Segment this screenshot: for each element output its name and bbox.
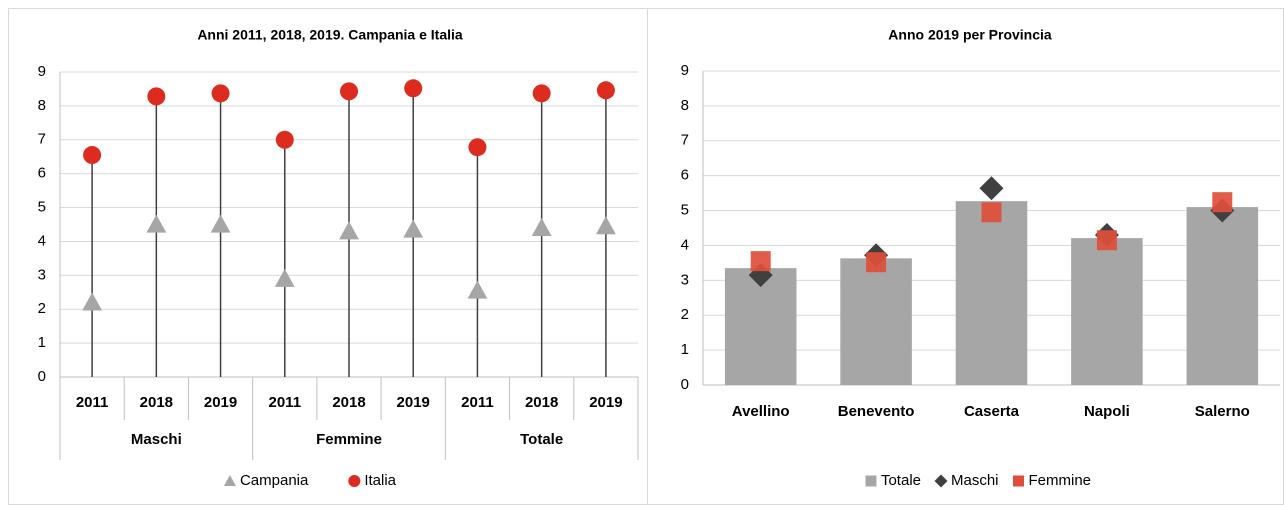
y-tick-label: 4 <box>38 232 46 249</box>
marker <box>147 87 166 106</box>
marker <box>146 214 167 233</box>
y-tick-label: 3 <box>681 271 689 288</box>
y-tick-label: 8 <box>681 97 689 114</box>
bar <box>840 258 912 385</box>
y-tick-label: 4 <box>681 236 689 253</box>
marker <box>274 268 295 287</box>
marker <box>82 292 103 311</box>
x-tick-label: 2018 <box>525 394 558 411</box>
y-tick-label: 3 <box>38 266 46 283</box>
chart-title: Anni 2011, 2018, 2019. Campania e Italia <box>197 27 463 43</box>
marker <box>532 84 551 103</box>
bar <box>1071 238 1143 385</box>
legend-label: Maschi <box>951 472 999 489</box>
marker <box>467 280 488 299</box>
marker <box>596 81 615 100</box>
y-tick-label: 1 <box>38 334 46 351</box>
legend-label: Femmine <box>1029 472 1092 489</box>
marker <box>83 146 102 165</box>
y-tick-label: 0 <box>681 376 689 393</box>
bar <box>1186 207 1259 385</box>
marker <box>1096 230 1117 251</box>
legend: Totale Maschi Femmine <box>865 472 1091 489</box>
legend: Campania Italia <box>223 472 397 489</box>
group-label: Femmine <box>316 431 382 448</box>
marker <box>275 130 294 149</box>
x-tick-label: 2011 <box>76 394 109 411</box>
marker <box>750 251 771 272</box>
y-tick-label: 2 <box>38 300 46 317</box>
y-tick-label: 6 <box>38 165 46 182</box>
bar <box>724 268 797 385</box>
y-tick-label: 9 <box>38 63 46 80</box>
x-tick-label: 2019 <box>589 394 622 411</box>
y-tick-label: 0 <box>38 368 46 385</box>
y-tick-label: 2 <box>681 306 689 323</box>
chart-title: Anno 2019 per Provincia <box>888 27 1052 43</box>
x-tick-label: Caserta <box>964 403 1020 420</box>
legend-marker <box>1013 475 1025 487</box>
y-tick-label: 6 <box>681 167 689 184</box>
x-tick-label: Napoli <box>1084 403 1130 420</box>
x-tick-label: 2011 <box>269 394 302 411</box>
x-tick-label: Benevento <box>838 403 915 420</box>
y-tick-label: 9 <box>681 62 689 79</box>
marker <box>1212 192 1233 213</box>
x-tick-label: Avellino <box>732 403 790 420</box>
y-tick-label: 7 <box>681 132 689 149</box>
y-tick-label: 5 <box>38 199 46 216</box>
marker <box>403 219 424 238</box>
group-label: Totale <box>520 431 563 448</box>
legend-label: Italia <box>364 472 396 489</box>
marker <box>211 84 230 103</box>
marker <box>531 217 552 236</box>
legend-marker <box>223 474 237 486</box>
legend-label: Campania <box>240 472 309 489</box>
marker <box>866 252 887 273</box>
marker <box>210 214 231 233</box>
y-tick-label: 5 <box>681 202 689 219</box>
marker <box>340 82 358 101</box>
marker <box>981 202 1002 223</box>
x-tick-label: 2011 <box>461 394 494 411</box>
x-tick-label: 2019 <box>204 394 237 411</box>
bar <box>955 201 1028 385</box>
legend-marker <box>934 474 948 488</box>
x-tick-label: 2019 <box>397 394 430 411</box>
legend-label: Totale <box>881 472 921 489</box>
legend-marker <box>865 475 877 487</box>
y-tick-label: 1 <box>681 341 689 358</box>
x-tick-label: 2018 <box>140 394 173 411</box>
marker <box>468 138 487 157</box>
group-label: Maschi <box>131 431 182 448</box>
marker <box>595 216 616 235</box>
marker <box>979 176 1004 201</box>
x-tick-label: 2018 <box>332 394 365 411</box>
marker <box>339 221 359 240</box>
y-tick-label: 7 <box>38 131 46 148</box>
marker <box>404 79 423 98</box>
y-tick-label: 8 <box>38 97 46 114</box>
x-tick-label: Salerno <box>1195 403 1250 420</box>
legend-marker <box>348 475 361 487</box>
